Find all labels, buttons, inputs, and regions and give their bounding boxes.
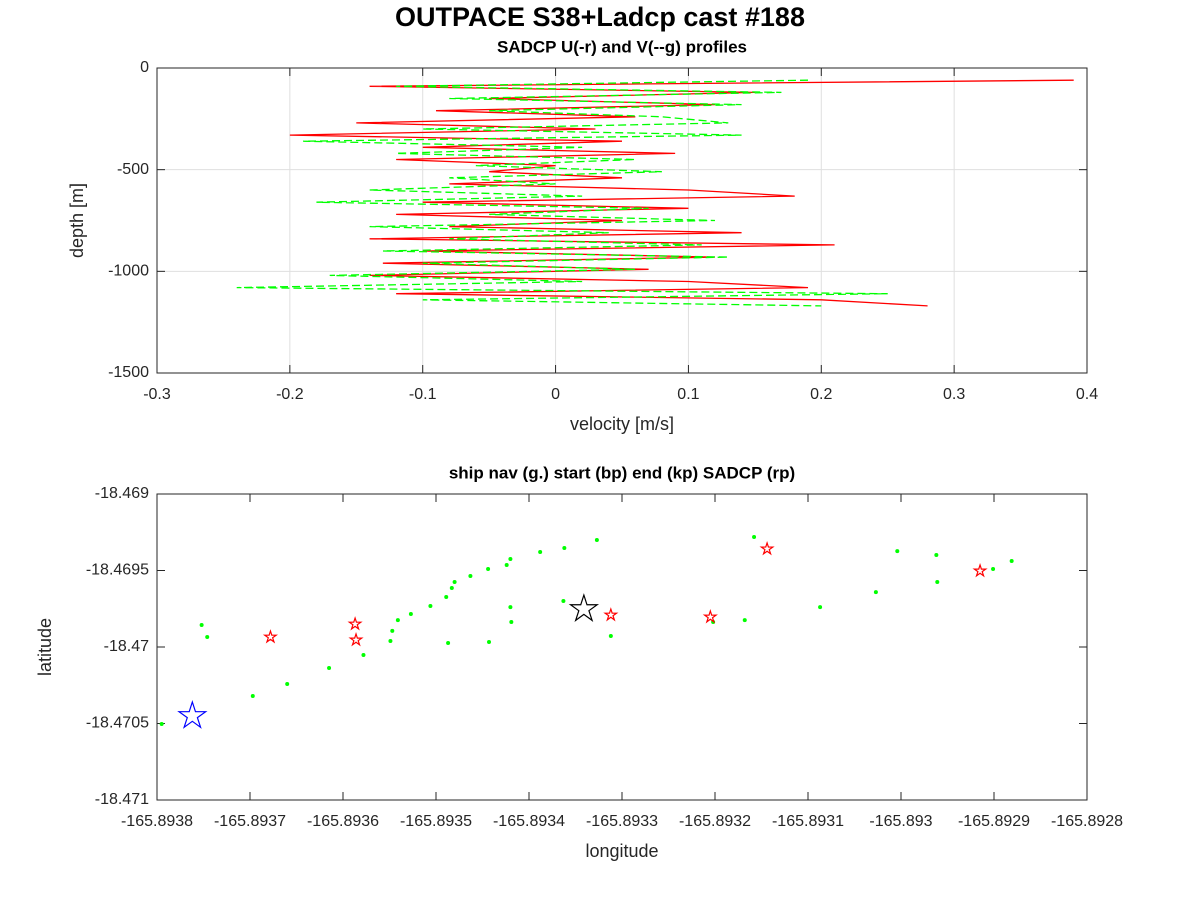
nav-point xyxy=(508,557,513,562)
nav-point xyxy=(509,620,514,625)
star-marker xyxy=(702,609,718,624)
x-tick-label: 0.2 xyxy=(810,386,832,403)
nav-point xyxy=(388,639,393,644)
nav-point xyxy=(873,590,878,595)
x-tick-label: -165.8935 xyxy=(400,813,472,830)
x-tick-label: -0.3 xyxy=(143,386,171,403)
y-tick-label: -18.471 xyxy=(95,791,149,808)
nav-point xyxy=(486,566,491,571)
nav-point xyxy=(449,585,454,590)
chart-title: SADCP U(-r) and V(--g) profiles xyxy=(497,37,747,56)
nav-point xyxy=(818,605,823,610)
nav-point xyxy=(250,693,255,698)
y-tick-label: -18.4705 xyxy=(86,715,149,732)
x-tick-label: -165.8938 xyxy=(121,813,193,830)
nav-point xyxy=(508,605,513,610)
star-marker xyxy=(348,632,364,647)
star-marker xyxy=(177,700,208,729)
y-axis-label: depth [m] xyxy=(67,183,87,258)
nav-point xyxy=(428,603,433,608)
profile-line xyxy=(236,79,888,307)
x-tick-label: -165.8936 xyxy=(307,813,379,830)
y-tick-label: -500 xyxy=(117,161,149,178)
nav-point xyxy=(452,579,457,584)
star-marker xyxy=(347,616,363,631)
nav-point xyxy=(752,534,757,539)
nav-point xyxy=(390,628,395,633)
nav-point xyxy=(327,665,332,670)
nav-point xyxy=(538,549,543,554)
axes-box xyxy=(156,493,1088,801)
x-tick-label: -165.8934 xyxy=(493,813,565,830)
x-tick-label: -165.8931 xyxy=(772,813,844,830)
nav-point xyxy=(361,652,366,657)
y-tick-label: -18.47 xyxy=(104,638,149,655)
x-axis-label: velocity [m/s] xyxy=(570,414,674,434)
y-axis-label: latitude xyxy=(35,618,55,676)
x-tick-label: -165.8937 xyxy=(214,813,286,830)
y-tick-label: -18.4695 xyxy=(86,562,149,579)
star-marker xyxy=(568,593,600,622)
y-tick-label: -1500 xyxy=(108,364,149,381)
x-tick-label: -165.8933 xyxy=(586,813,658,830)
x-tick-label: -0.2 xyxy=(276,386,304,403)
nav-point xyxy=(594,538,599,543)
nav-point xyxy=(562,546,567,551)
y-tick-label: 0 xyxy=(140,59,149,76)
chart-title: ship nav (g.) start (bp) end (kp) SADCP … xyxy=(449,463,795,482)
nav-point xyxy=(205,635,210,640)
nav-point xyxy=(395,618,400,623)
nav-point xyxy=(934,553,939,558)
x-tick-label: -165.8932 xyxy=(679,813,751,830)
x-tick-label: 0.1 xyxy=(677,386,699,403)
nav-point xyxy=(742,618,747,623)
x-tick-label: 0.4 xyxy=(1076,386,1098,403)
nav-point xyxy=(608,633,613,638)
axes-box xyxy=(156,67,1088,374)
star-marker xyxy=(262,629,279,644)
nav-point xyxy=(444,594,449,599)
nav-point xyxy=(408,611,413,616)
nav-point xyxy=(285,682,290,687)
plot-area xyxy=(157,494,1087,800)
star-marker xyxy=(603,607,619,622)
x-tick-label: -165.893 xyxy=(869,813,932,830)
x-tick-label: -165.8928 xyxy=(1051,813,1123,830)
y-tick-label: -1000 xyxy=(108,263,149,280)
x-tick-label: -165.8929 xyxy=(958,813,1030,830)
star-marker xyxy=(759,540,775,556)
nav-point xyxy=(199,622,204,627)
nav-point xyxy=(446,641,451,646)
x-tick-label: 0.3 xyxy=(943,386,965,403)
nav-point xyxy=(895,549,900,554)
nav-point xyxy=(991,566,996,571)
nav-point xyxy=(935,579,940,584)
x-tick-label: 0 xyxy=(551,386,560,403)
nav-point xyxy=(504,562,509,567)
x-tick-label: -0.1 xyxy=(409,386,437,403)
y-tick-label: -18.469 xyxy=(95,485,149,502)
star-marker xyxy=(972,563,988,578)
figure-title: OUTPACE S38+Ladcp cast #188 xyxy=(395,2,805,32)
nav-point xyxy=(159,721,164,726)
nav-point xyxy=(1009,559,1014,564)
x-axis-label: longitude xyxy=(585,841,658,861)
nav-point xyxy=(561,598,566,603)
nav-point xyxy=(468,574,473,579)
nav-point xyxy=(487,639,492,644)
